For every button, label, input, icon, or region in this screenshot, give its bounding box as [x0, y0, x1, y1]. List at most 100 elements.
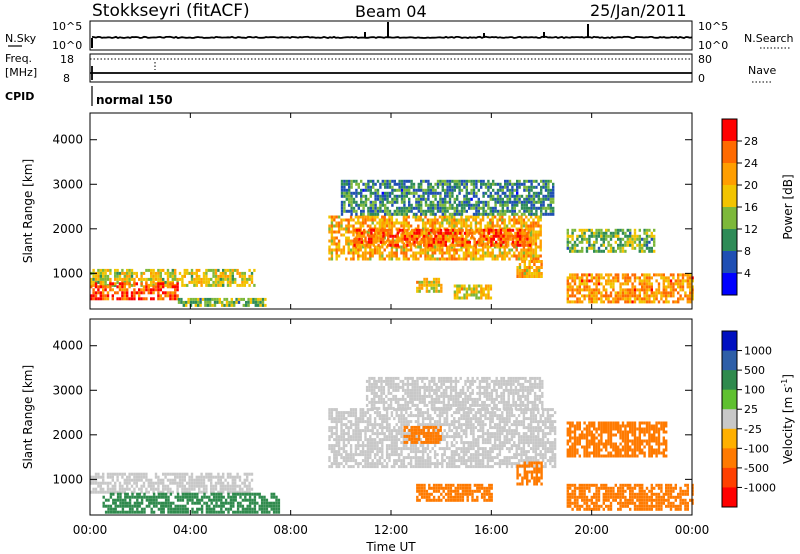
- heatmap-cell: [217, 490, 220, 494]
- heatmap-cell: [636, 237, 639, 241]
- heatmap-cell: [140, 498, 144, 502]
- heatmap-cell: [521, 234, 524, 238]
- heatmap-cell: [419, 465, 422, 469]
- heatmap-cell: [364, 435, 367, 439]
- heatmap-cell: [535, 209, 538, 213]
- heatmap-cell: [436, 245, 439, 249]
- heatmap-cell: [477, 459, 480, 463]
- heatmap-cell: [657, 291, 661, 295]
- heatmap-cell: [409, 462, 413, 466]
- heatmap-cell: [121, 487, 124, 491]
- heatmap-cell: [462, 459, 466, 463]
- heatmap-cell: [379, 182, 382, 186]
- heatmap-cell: [681, 285, 685, 289]
- heatmap-cell: [588, 273, 591, 277]
- heatmap-cell: [523, 203, 526, 207]
- heatmap-cell: [99, 285, 102, 289]
- heatmap-cell: [441, 459, 444, 463]
- heatmap-cell: [348, 203, 351, 207]
- heatmap-cell: [626, 297, 629, 301]
- heatmap-cell: [643, 240, 646, 244]
- heatmap-cell: [453, 182, 456, 186]
- heatmap-cell: [448, 459, 451, 463]
- heatmap-cell: [420, 240, 423, 244]
- heatmap-cell: [381, 179, 384, 183]
- heatmap-cell: [177, 300, 181, 304]
- heatmap-cell: [222, 490, 225, 494]
- heatmap-cell: [420, 237, 423, 241]
- heatmap-cell: [340, 227, 343, 231]
- heatmap-cell: [653, 294, 656, 298]
- heatmap-cell: [378, 251, 382, 255]
- heatmap-cell: [181, 481, 184, 485]
- heatmap-cell: [458, 179, 461, 183]
- heatmap-cell: [432, 206, 435, 210]
- heatmap-cell: [328, 417, 331, 421]
- heatmap-cell: [605, 237, 608, 241]
- heatmap-cell: [330, 462, 334, 466]
- heatmap-cell: [470, 206, 473, 210]
- heatmap-cell: [395, 450, 398, 454]
- heatmap-cell: [419, 456, 422, 460]
- heatmap-cell: [253, 504, 257, 508]
- heatmap-cell: [236, 507, 240, 511]
- heatmap-cell: [501, 221, 504, 225]
- heatmap-cell: [453, 284, 457, 288]
- heatmap-cell: [424, 248, 427, 252]
- heatmap-cell: [353, 237, 356, 241]
- heatmap-cell: [209, 303, 212, 307]
- heatmap-cell: [390, 414, 394, 418]
- heatmap-cell: [138, 504, 141, 508]
- heatmap-cell: [508, 197, 512, 201]
- heatmap-cell: [395, 254, 398, 258]
- heatmap-cell: [359, 254, 362, 258]
- heatmap-cell: [328, 429, 331, 433]
- heatmap-cell: [104, 498, 108, 502]
- heatmap-cell: [226, 487, 230, 491]
- heatmap-cell: [208, 507, 211, 511]
- heatmap-cell: [355, 194, 358, 198]
- heatmap-cell: [494, 197, 497, 201]
- heatmap-cell: [481, 254, 485, 258]
- heatmap-cell: [357, 218, 360, 222]
- heatmap-cell: [480, 296, 483, 300]
- heatmap-cell: [381, 465, 384, 469]
- heatmap-cell: [343, 194, 346, 198]
- heatmap-cell: [226, 283, 230, 287]
- heatmap-cell: [372, 209, 375, 213]
- heatmap-cell: [390, 251, 394, 255]
- heatmap-cell: [162, 487, 165, 491]
- heatmap-cell: [333, 230, 336, 234]
- heatmap-cell: [617, 231, 620, 235]
- heatmap-cell: [590, 231, 593, 235]
- heatmap-cell: [337, 221, 341, 225]
- heatmap-cell: [593, 234, 596, 238]
- heatmap-cell: [99, 481, 102, 485]
- heatmap-cell: [593, 231, 596, 235]
- heatmap-cell: [472, 293, 476, 297]
- heatmap-cell: [689, 300, 692, 304]
- heatmap-cell: [403, 237, 407, 241]
- heatmap-cell: [359, 429, 362, 433]
- heatmap-cell: [391, 200, 394, 204]
- heatmap-cell: [427, 243, 431, 247]
- heatmap-cell: [677, 297, 680, 301]
- heatmap-cell: [162, 282, 165, 286]
- heatmap-cell: [453, 218, 456, 222]
- heatmap-cell: [472, 182, 476, 186]
- heatmap-cell: [133, 487, 136, 491]
- heatmap-cell: [361, 417, 365, 421]
- heatmap-cell: [418, 289, 421, 293]
- heatmap-cell: [505, 254, 509, 258]
- heatmap-cell: [581, 276, 584, 280]
- heatmap-cell: [364, 182, 368, 186]
- heatmap-cell: [421, 444, 425, 448]
- heatmap-cell: [433, 420, 437, 424]
- heatmap-cell: [400, 459, 403, 463]
- heatmap-cell: [422, 188, 425, 192]
- heatmap-cell: [157, 495, 161, 499]
- heatmap-cell: [445, 423, 449, 427]
- heatmap-cell: [466, 240, 469, 244]
- heatmap-cell: [549, 200, 552, 204]
- heatmap-cell: [364, 420, 367, 424]
